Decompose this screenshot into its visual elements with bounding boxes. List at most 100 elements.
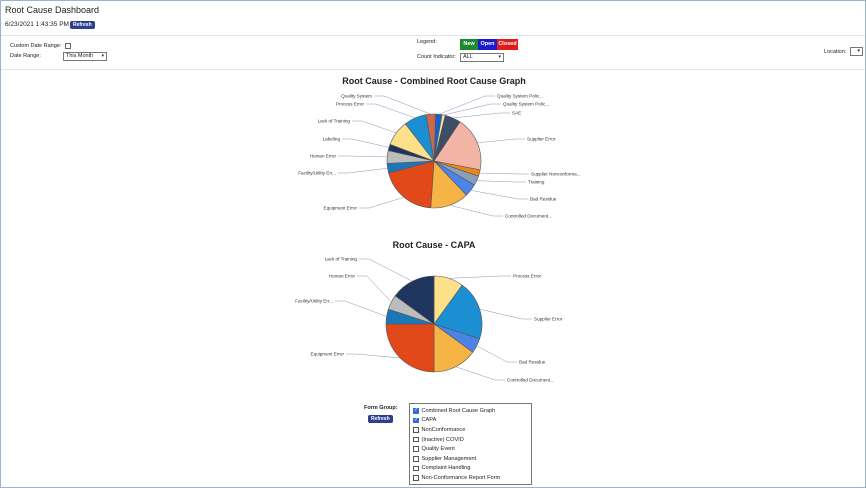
form-group-checkbox[interactable] (413, 436, 419, 443)
slice-label: Controlled Document... (505, 214, 552, 219)
slice-label: Quality System Polic... (497, 94, 543, 99)
date-range-label: Date Range: (10, 53, 41, 59)
pie-slice[interactable] (385, 323, 435, 373)
leader-line (366, 103, 416, 119)
leader-line (479, 308, 532, 320)
leader-line (374, 95, 431, 115)
page-title: Root Cause Dashboard (5, 5, 100, 15)
pie-chart-capa: Process Error Supplier Error Bad Residue Co… (295, 257, 563, 383)
pie-slice[interactable] (433, 121, 482, 171)
leader-line (335, 300, 387, 317)
legend-new: New (460, 39, 478, 50)
form-group-checkbox[interactable] (413, 446, 419, 452)
legend-open: Open (478, 39, 497, 50)
slice-label: Supplier Error (534, 317, 563, 322)
form-group-item-label: Quality Event (421, 446, 455, 453)
date-range-select[interactable]: This Month ▾ (63, 52, 107, 61)
form-group-item-label: Supplier Management (421, 455, 477, 462)
leader-line (346, 353, 401, 359)
refresh-button[interactable]: Refresh (70, 21, 95, 29)
chevron-down-icon: ▾ (857, 48, 860, 54)
slice-label: Process Error (513, 274, 542, 279)
leader-line (477, 138, 525, 144)
leader-line (476, 180, 526, 183)
form-group-item-label: (Inactive) COVID (421, 436, 464, 443)
chevron-down-icon: ▾ (498, 54, 501, 60)
count-indicator-label: Count Indicator: (417, 54, 456, 60)
slice-label: Controlled Document... (507, 378, 554, 383)
date-range-value: This Month (66, 53, 94, 59)
form-group-item-label: Complaint Handling (421, 465, 471, 472)
slice-label: Labeling (323, 137, 341, 142)
leader-line (455, 366, 505, 381)
form-group-item[interactable]: Quality Event (413, 444, 528, 454)
leader-line (449, 204, 503, 217)
slice-label: Supplier Nonconforma... (531, 172, 581, 177)
form-group-checkbox[interactable] (413, 407, 419, 414)
slice-label: Equipment Error (311, 352, 345, 357)
slice-label: Supplier Error (527, 137, 556, 142)
form-group-checkbox[interactable] (413, 427, 419, 433)
form-group-item-label: Combined Root Cause Graph (421, 407, 496, 414)
slice-label: Human Error (329, 274, 356, 279)
location-label: Location: (824, 49, 847, 55)
form-group-list: Combined Root Cause Graph CAPA NonConforma… (409, 403, 532, 485)
chart-title-combined: Root Cause - Combined Root Cause Graph (342, 76, 526, 86)
location-select[interactable]: ▾ (850, 47, 863, 56)
slice-label: Bad Residue (530, 197, 557, 202)
slice-label: Equipment Error (324, 206, 358, 211)
form-group-checkbox[interactable] (413, 417, 419, 424)
leader-line (338, 155, 388, 158)
leader-line (443, 103, 501, 116)
form-group-checkbox[interactable] (413, 475, 419, 481)
slice-label: Lack of Training (325, 257, 358, 262)
form-group-item[interactable]: Combined Root Cause Graph (413, 406, 528, 416)
pie-slice[interactable] (433, 284, 483, 340)
slice-label: Facility/Utility Err... (298, 171, 336, 176)
leader-line (357, 275, 392, 303)
form-group-item-label: CAPA (421, 417, 437, 424)
form-group-item[interactable]: NonConformance (413, 425, 528, 435)
slice-label: Lack of Training (318, 119, 351, 124)
slice-label: Human Error (310, 154, 337, 159)
form-group-item[interactable]: Complaint Handling (413, 464, 528, 474)
slice-label: Facility/Utility Err... (295, 299, 333, 304)
leader-line (338, 168, 388, 174)
divider (1, 35, 865, 36)
form-group-item[interactable]: Non-Conformance Report Form (413, 473, 528, 483)
form-group-item[interactable]: (Inactive) COVID (413, 435, 528, 445)
count-indicator-select[interactable]: ALL ▾ (460, 53, 504, 62)
leader-line (476, 345, 517, 363)
leader-line (359, 196, 405, 209)
leader-line (479, 172, 529, 175)
form-group-label: Form Group: (364, 405, 398, 411)
slice-label: Training (528, 180, 545, 185)
slice-label: Quality System (341, 94, 372, 99)
leader-line (342, 138, 390, 148)
form-group-item[interactable]: Supplier Management (413, 454, 528, 464)
legend-closed: Closed (497, 39, 518, 50)
slice-label: Process Error (336, 102, 365, 107)
form-group-item[interactable]: CAPA (413, 416, 528, 426)
leader-line (452, 112, 510, 119)
pie-slice[interactable] (388, 160, 435, 209)
form-group-checkbox[interactable] (413, 465, 419, 472)
divider (1, 69, 865, 70)
pie-chart-combined: Quality System Polic... Quality System Po… (298, 94, 580, 219)
custom-date-range-checkbox[interactable] (65, 43, 71, 49)
slice-label: SAE (512, 111, 521, 116)
form-group-refresh-button[interactable]: Refresh (368, 415, 393, 423)
form-group-checkbox[interactable] (413, 456, 419, 462)
form-group-item-label: Non-Conformance Report Form (421, 474, 501, 481)
leader-line (438, 95, 495, 115)
leader-line (359, 258, 413, 282)
chart-title-capa: Root Cause - CAPA (393, 240, 476, 250)
timestamp: 6/23/2021 1:43:35 PM (5, 21, 69, 28)
custom-date-range-label: Custom Date Range: (10, 43, 62, 49)
slice-label: Quality System Polic... (503, 102, 549, 107)
slice-label: Bad Residue (519, 360, 546, 365)
form-group-item-label: NonConformance (421, 426, 466, 433)
leader-line (448, 275, 511, 279)
